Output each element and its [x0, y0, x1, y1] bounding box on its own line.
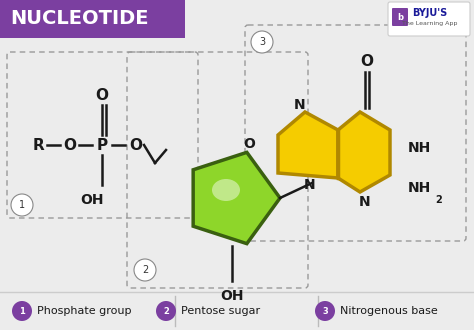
- Text: b: b: [397, 13, 403, 21]
- Ellipse shape: [212, 179, 240, 201]
- Text: 2: 2: [163, 307, 169, 315]
- Text: OH: OH: [220, 289, 244, 303]
- Text: OH: OH: [80, 193, 104, 207]
- Text: Nitrogenous base: Nitrogenous base: [340, 306, 438, 316]
- Text: O: O: [95, 87, 109, 103]
- Text: O: O: [243, 137, 255, 151]
- Text: N: N: [294, 98, 306, 112]
- Circle shape: [156, 301, 176, 321]
- Text: The Learning App: The Learning App: [402, 20, 458, 25]
- FancyBboxPatch shape: [392, 8, 408, 26]
- Text: N: N: [304, 178, 316, 192]
- Polygon shape: [278, 112, 338, 178]
- Text: N: N: [359, 195, 371, 209]
- Text: 2: 2: [142, 265, 148, 275]
- Text: 1: 1: [19, 307, 25, 315]
- Text: O: O: [64, 138, 76, 152]
- Text: O: O: [361, 54, 374, 70]
- Text: Phosphate group: Phosphate group: [37, 306, 131, 316]
- Circle shape: [11, 194, 33, 216]
- Text: 2: 2: [435, 195, 442, 205]
- Text: 1: 1: [19, 200, 25, 210]
- Text: O: O: [129, 138, 143, 152]
- Circle shape: [251, 31, 273, 53]
- Circle shape: [315, 301, 335, 321]
- Text: NH: NH: [408, 141, 431, 155]
- Text: R: R: [32, 138, 44, 152]
- Circle shape: [134, 259, 156, 281]
- Polygon shape: [193, 152, 280, 244]
- Text: 3: 3: [322, 307, 328, 315]
- Circle shape: [12, 301, 32, 321]
- Text: P: P: [96, 138, 108, 152]
- Text: BYJU'S: BYJU'S: [412, 8, 447, 18]
- Polygon shape: [338, 112, 390, 192]
- Text: NUCLEOTIDE: NUCLEOTIDE: [10, 10, 148, 28]
- Text: NH: NH: [408, 181, 431, 195]
- Text: Pentose sugar: Pentose sugar: [181, 306, 260, 316]
- FancyBboxPatch shape: [388, 2, 470, 36]
- FancyBboxPatch shape: [0, 0, 185, 38]
- Text: 3: 3: [259, 37, 265, 47]
